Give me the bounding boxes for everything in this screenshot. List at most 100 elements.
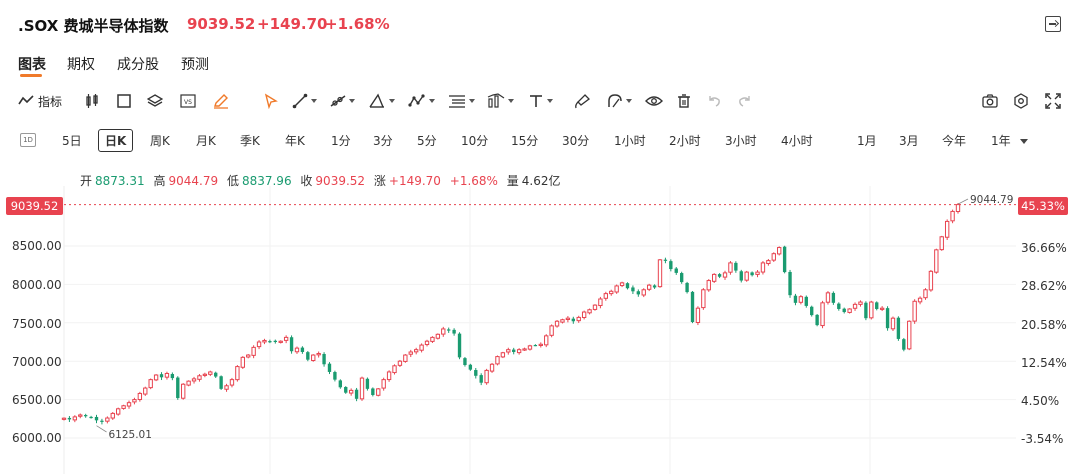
- period-daily[interactable]: 日K: [98, 129, 134, 152]
- candle-body: [695, 307, 701, 323]
- candle: [344, 386, 348, 394]
- text-icon[interactable]: [528, 91, 553, 111]
- candle: [858, 300, 863, 307]
- brush-icon[interactable]: [573, 91, 591, 111]
- candle: [923, 288, 928, 300]
- ray-icon[interactable]: [330, 91, 355, 111]
- exit-icon[interactable]: [1045, 16, 1061, 32]
- tab-constituents[interactable]: 成分股: [117, 57, 159, 73]
- vs-icon[interactable]: VS: [180, 91, 196, 111]
- period-monthly[interactable]: 月K: [196, 134, 216, 148]
- candle-body: [706, 280, 711, 291]
- candle: [197, 374, 202, 382]
- candle-body: [371, 388, 375, 395]
- period-5d[interactable]: 5日: [62, 134, 82, 148]
- candlestick-icon[interactable]: [84, 91, 100, 111]
- period-30min[interactable]: 30分: [562, 134, 590, 148]
- tab-forecast[interactable]: 预测: [181, 57, 209, 73]
- tab-options[interactable]: 期权: [67, 57, 95, 73]
- candle-body: [516, 349, 522, 354]
- pen-icon[interactable]: [212, 91, 230, 111]
- candle: [771, 252, 776, 262]
- candle-body: [907, 320, 912, 350]
- candle: [869, 300, 874, 320]
- candle-body: [197, 375, 202, 380]
- last-pct-tag: 45.33%: [1018, 197, 1068, 215]
- candle: [78, 413, 83, 419]
- candle: [371, 387, 375, 397]
- period-3m[interactable]: 3月: [899, 134, 919, 148]
- line-icon[interactable]: [292, 91, 317, 111]
- square-icon[interactable]: [116, 91, 132, 111]
- intraday-icon[interactable]: 1D: [20, 133, 36, 147]
- triangle-icon[interactable]: [368, 91, 395, 111]
- period-3min[interactable]: 3分: [373, 134, 393, 148]
- polyline-icon[interactable]: [408, 91, 435, 111]
- candle-body: [381, 379, 386, 389]
- candlestick-chart[interactable]: 9044.79 6125.01: [0, 186, 1080, 474]
- indicator-button[interactable]: 指标: [18, 91, 62, 111]
- period-1m[interactable]: 1月: [857, 134, 877, 148]
- period-3h[interactable]: 3小时: [725, 134, 757, 148]
- candle-body: [744, 271, 749, 281]
- period-1h[interactable]: 1小时: [614, 134, 646, 148]
- period-weekly[interactable]: 周K: [150, 134, 170, 148]
- undo-icon[interactable]: [706, 91, 722, 111]
- candle: [61, 417, 67, 421]
- fib-icon[interactable]: [448, 91, 475, 111]
- candle: [67, 416, 72, 422]
- trash-icon[interactable]: [676, 91, 692, 111]
- candle-body: [386, 371, 392, 381]
- period-1y[interactable]: 1年: [991, 134, 1011, 148]
- candle: [359, 376, 365, 401]
- candle-body: [544, 335, 549, 346]
- candle-body: [782, 246, 787, 273]
- period-quarterly[interactable]: 季K: [240, 134, 260, 148]
- candle: [121, 404, 126, 410]
- tab-chart[interactable]: 图表: [18, 57, 46, 73]
- candle-body: [468, 364, 473, 370]
- candle: [202, 372, 208, 378]
- magnet-icon[interactable]: [605, 91, 632, 111]
- candle: [820, 300, 825, 329]
- chevron-down-icon[interactable]: [1019, 138, 1029, 146]
- period-15min[interactable]: 15分: [511, 134, 539, 148]
- eye-icon[interactable]: [645, 91, 663, 111]
- redo-icon[interactable]: [737, 91, 753, 111]
- candle-body: [452, 329, 456, 334]
- candle: [348, 388, 354, 396]
- candle: [544, 334, 549, 348]
- candle: [885, 306, 890, 331]
- candle-body: [495, 356, 500, 365]
- candle: [798, 295, 804, 305]
- settings-icon[interactable]: [1013, 91, 1029, 111]
- candle-body: [447, 329, 451, 331]
- candle: [289, 335, 294, 354]
- candle: [837, 302, 841, 311]
- candle: [126, 400, 132, 409]
- layers-icon[interactable]: [147, 91, 163, 111]
- title-bar: .SOX 费城半导体指数 9039.52 +149.70 +1.68%: [0, 0, 1080, 48]
- period-2h[interactable]: 2小时: [669, 134, 701, 148]
- candle: [110, 411, 115, 420]
- active-tab-indicator: [20, 74, 42, 77]
- fullscreen-icon[interactable]: [1045, 91, 1061, 111]
- period-10min[interactable]: 10分: [461, 134, 489, 148]
- period-yearly[interactable]: 年K: [285, 134, 305, 148]
- period-1min[interactable]: 1分: [331, 134, 351, 148]
- candle: [928, 269, 934, 292]
- pattern-icon[interactable]: [487, 91, 514, 111]
- candle: [847, 308, 852, 314]
- period-4h[interactable]: 4小时: [781, 134, 813, 148]
- candle-body: [722, 272, 728, 278]
- period-5min[interactable]: 5分: [417, 134, 437, 148]
- candle-body: [902, 339, 906, 350]
- candle-body: [289, 337, 294, 352]
- candle-body: [939, 236, 944, 251]
- candle-body: [186, 380, 191, 386]
- camera-icon[interactable]: [982, 91, 998, 111]
- cursor-icon[interactable]: [263, 91, 279, 111]
- candle: [852, 302, 858, 311]
- period-ytd[interactable]: 今年: [942, 134, 967, 148]
- candle-body: [148, 379, 153, 389]
